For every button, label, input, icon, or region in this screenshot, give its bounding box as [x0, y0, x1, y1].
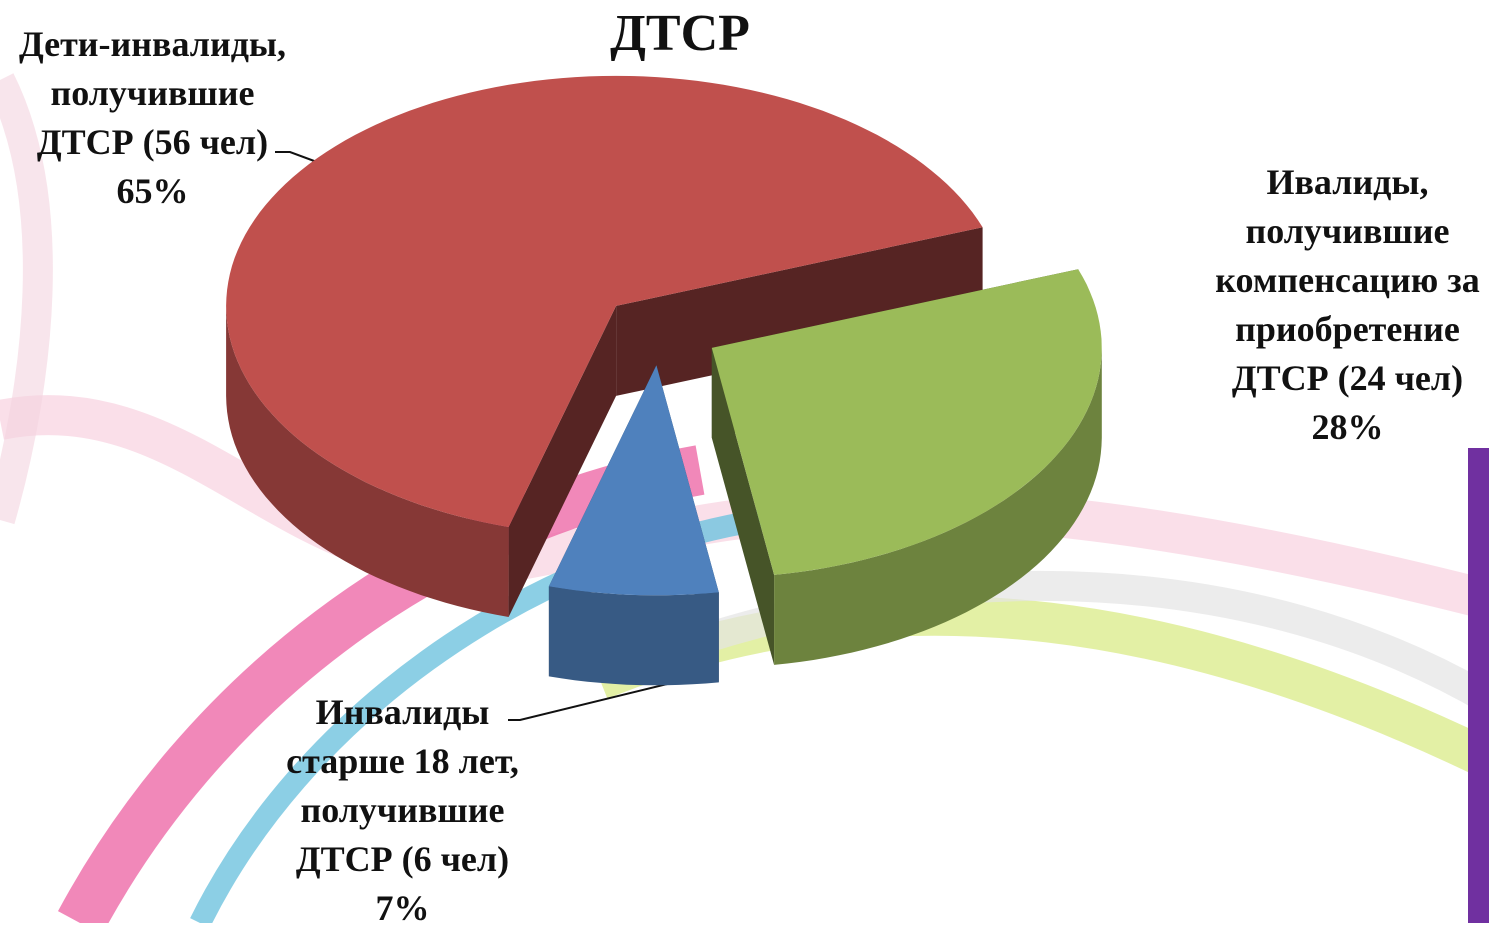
category-label: Дети-инвалиды, получившие ДТСР (56 чел)	[18, 24, 287, 162]
category-label: Инвалиды старше 18 лет, получившие ДТСР …	[286, 692, 519, 879]
slice-cut-face	[711, 347, 775, 665]
slice	[711, 269, 1102, 575]
category-label: Ивалиды, получившие компенсацию за приоб…	[1215, 162, 1480, 398]
side-bar	[1468, 448, 1489, 923]
value-label: 7%	[375, 888, 430, 928]
data-label: Дети-инвалиды, получившие ДТСР (56 чел) …	[10, 20, 295, 216]
data-label: Ивалиды, получившие компенсацию за приоб…	[1205, 158, 1489, 452]
value-label: 28%	[1311, 407, 1384, 447]
slice	[226, 75, 983, 528]
slice-cut-face	[616, 227, 983, 396]
slice-side	[226, 305, 509, 617]
slice	[548, 365, 719, 596]
slice-side	[774, 347, 1102, 665]
slice-side	[548, 586, 719, 686]
chart-title: ДТСР	[610, 5, 750, 62]
slice-cut-face	[508, 305, 617, 617]
value-label: 65%	[116, 171, 189, 211]
data-label: Инвалиды старше 18 лет, получившие ДТСР …	[255, 688, 550, 933]
